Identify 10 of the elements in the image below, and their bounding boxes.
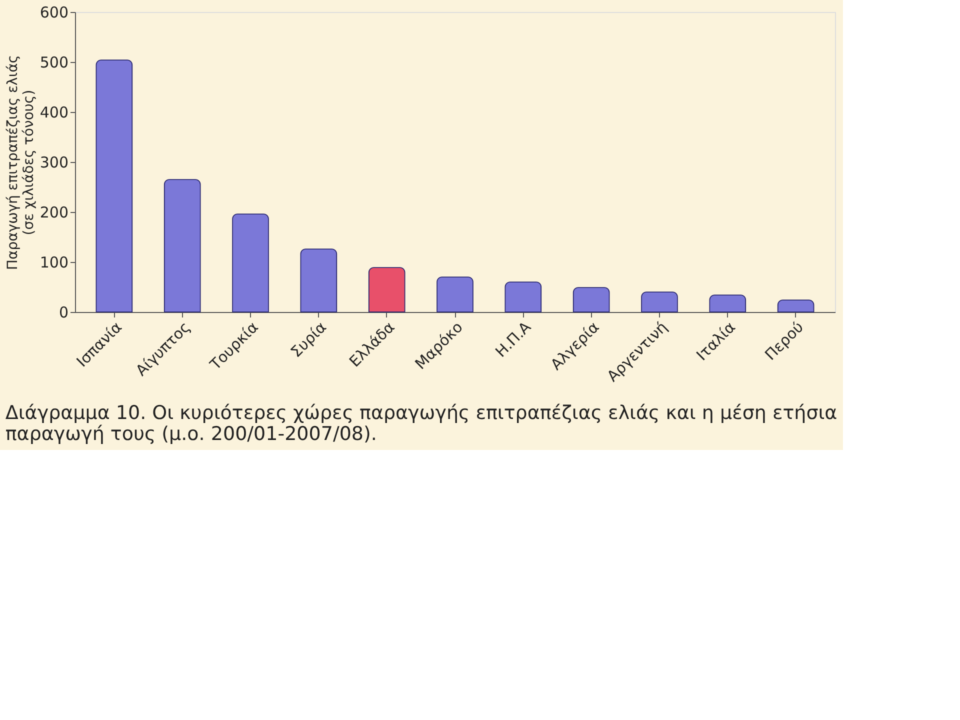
text: Παραγωγή επιτραπέζιας ελιάς: [4, 54, 21, 270]
text: Διάγραμμα 10. Οι κυριότερες χώρες παραγωγής επιτραπέζιας ελιάς και η μέση ετήσια παραγωγή τους (μ.ο. 200/01-2007/08).: [5, 402, 838, 446]
y-tick-label: 600: [40, 4, 68, 22]
y-tick-label: 400: [40, 104, 68, 122]
y-tick-label: 100: [40, 254, 68, 272]
y-tick-label: 200: [40, 204, 68, 222]
y-tick-label: 300: [40, 154, 68, 172]
y-tick-label: 0: [58, 304, 68, 322]
y-tick-label: 500: [40, 54, 68, 72]
text: (σε χιλιάδες τόνους): [20, 90, 37, 236]
